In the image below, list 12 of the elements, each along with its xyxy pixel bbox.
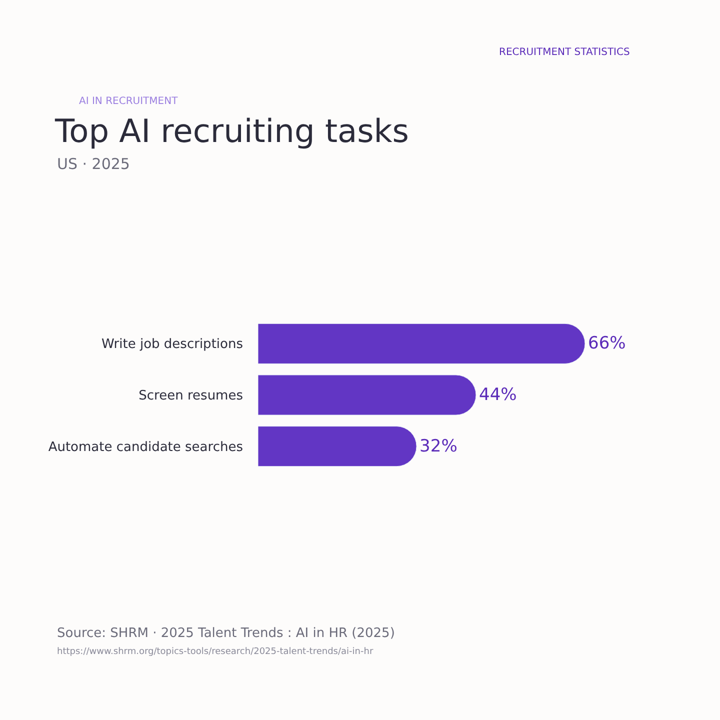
data-label: 44% <box>479 385 517 405</box>
source-note: Source: SHRM · 2025 Talent Trends : AI in HR (2025) <box>57 626 395 641</box>
y-tick-label: Automate candidate searches <box>48 440 244 455</box>
text: AI IN RECRUITMENT <box>79 96 179 107</box>
y-tick-label: Write job descriptions <box>102 337 244 352</box>
text: RECRUITMENT STATISTICS <box>499 47 630 58</box>
text: https://www.shrm.org/topics-tools/research/2025-talent-trends/ai-in-hr <box>57 647 374 657</box>
chart-title: Top AI recruiting tasks <box>54 112 409 150</box>
data-label: 32% <box>420 436 458 456</box>
y-tick-label: Screen resumes <box>138 388 244 404</box>
data-label: 66% <box>588 334 626 354</box>
text: US · 2025 <box>57 155 130 173</box>
